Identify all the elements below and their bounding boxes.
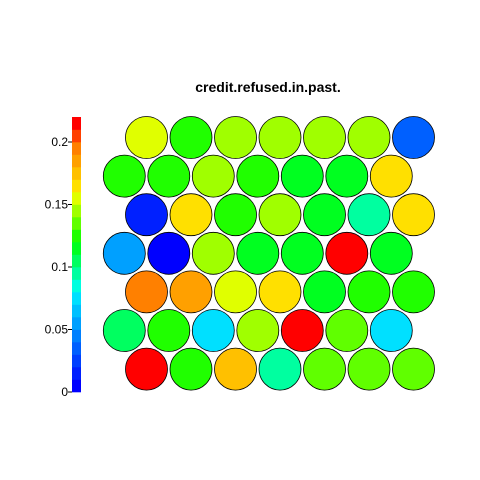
som-unit-cell <box>347 270 391 314</box>
som-unit-cell <box>280 231 324 275</box>
som-unit-cell <box>258 193 302 237</box>
som-unit-cell <box>303 270 346 314</box>
colorbar-segment <box>72 292 81 305</box>
som-unit-cell <box>392 347 435 391</box>
som-unit-cell <box>102 154 146 198</box>
colorbar-segment <box>72 254 81 268</box>
colorbar-segment <box>72 179 81 193</box>
som-unit-cell <box>280 154 324 198</box>
colorbar-segment <box>72 142 81 155</box>
colorbar-segment <box>72 267 81 280</box>
som-unit-cell <box>303 116 346 159</box>
som-unit-cell <box>125 347 168 391</box>
colorbar-segment <box>72 317 81 330</box>
som-unit-cell <box>214 193 257 237</box>
colorbar-tick-label: 0 <box>61 385 68 399</box>
som-unit-cell <box>369 154 413 198</box>
som-unit-cell <box>214 270 257 314</box>
som-unit-cell <box>325 231 369 275</box>
som-unit-cell <box>214 347 257 391</box>
som-unit-cell <box>280 309 324 352</box>
som-unit-cell <box>214 116 257 159</box>
som-unit-cell <box>236 154 280 198</box>
som-unit-cell <box>169 270 213 314</box>
colorbar-ticks: 0 0.05 0.1 0.15 0.2 <box>45 135 72 399</box>
colorbar-segment <box>72 367 81 380</box>
som-unit-cell <box>147 154 191 198</box>
colorbar-tick-label: 0.2 <box>51 135 68 149</box>
som-unit-cell <box>347 347 391 391</box>
som-unit-cell <box>102 309 146 352</box>
som-unit-cell <box>392 193 435 237</box>
colorbar-segment <box>72 117 81 130</box>
som-unit-cell <box>392 270 435 314</box>
colorbar-tick-label: 0.1 <box>51 260 68 274</box>
som-unit-cell <box>125 116 168 159</box>
colorbar-segment <box>72 242 81 255</box>
som-unit-cell <box>191 231 235 275</box>
colorbar-segment <box>72 204 81 218</box>
colorbar <box>72 117 81 393</box>
colorbar-tick-label: 0.05 <box>45 323 69 337</box>
som-unit-cell <box>369 309 413 352</box>
som-unit-cell <box>191 309 235 352</box>
som-unit-cell <box>236 231 280 275</box>
som-unit-cell <box>258 116 302 159</box>
colorbar-segment <box>72 229 81 243</box>
colorbar-segment <box>72 167 81 180</box>
som-unit-cell <box>125 193 168 237</box>
som-grid <box>102 116 435 391</box>
som-unit-cell <box>102 231 146 275</box>
som-unit-cell <box>236 309 280 352</box>
colorbar-segment <box>72 154 81 168</box>
colorbar-segment <box>72 192 81 205</box>
colorbar-segment <box>72 379 81 393</box>
colorbar-segment <box>72 304 81 318</box>
som-unit-cell <box>303 347 346 391</box>
som-unit-cell <box>169 347 213 391</box>
som-unit-cell <box>147 309 191 352</box>
som-unit-cell <box>169 116 213 159</box>
som-unit-cell <box>369 231 413 275</box>
colorbar-segment <box>72 329 81 343</box>
som-unit-cell <box>347 116 391 159</box>
som-unit-cell <box>258 347 302 391</box>
colorbar-segment <box>72 342 81 355</box>
colorbar-segment <box>72 354 81 368</box>
som-unit-cell <box>125 270 168 314</box>
som-unit-cell <box>347 193 391 237</box>
som-unit-cell <box>169 193 213 237</box>
som-unit-cell <box>325 309 369 352</box>
som-unit-cell <box>303 193 346 237</box>
som-unit-cell <box>147 231 191 275</box>
chart-title: credit.refused.in.past. <box>195 79 340 95</box>
som-unit-cell <box>191 154 235 198</box>
colorbar-segment <box>72 129 81 143</box>
colorbar-segment <box>72 217 81 230</box>
colorbar-tick-label: 0.15 <box>45 198 69 212</box>
som-unit-cell <box>392 116 435 159</box>
som-unit-cell <box>258 270 302 314</box>
som-unit-cell <box>325 154 369 198</box>
colorbar-segment <box>72 279 81 293</box>
